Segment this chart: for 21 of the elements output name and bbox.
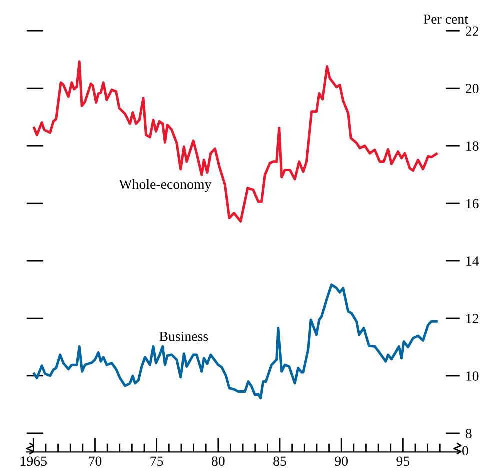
- x-tick-label: 85: [274, 456, 286, 466]
- series-label: Whole-economy: [119, 179, 212, 192]
- y-tick-label: 18: [466, 142, 479, 152]
- x-tick-label: 75: [150, 456, 164, 466]
- y-tick-label: 12: [466, 314, 479, 324]
- y-tick-label: 20: [466, 84, 479, 94]
- series-label: Business: [160, 332, 208, 342]
- y-tick-label: 14: [466, 256, 480, 266]
- y-tick-label: 16: [466, 199, 479, 208]
- x-tick-label: 1965: [20, 456, 47, 466]
- x-tick-label: 90: [335, 456, 348, 466]
- x-tick-label: 80: [212, 456, 225, 466]
- line-series: [33, 60, 438, 223]
- x-tick-label: 95: [396, 456, 410, 466]
- y-tick-label: 10: [466, 372, 479, 381]
- y-axis-title: Per cent: [424, 14, 468, 24]
- y-tick-label: 22: [466, 26, 479, 36]
- text: 0: [462, 446, 468, 456]
- y-tick-label: 8: [466, 429, 472, 438]
- x-tick-label: 70: [89, 456, 102, 466]
- line-series: [33, 284, 438, 400]
